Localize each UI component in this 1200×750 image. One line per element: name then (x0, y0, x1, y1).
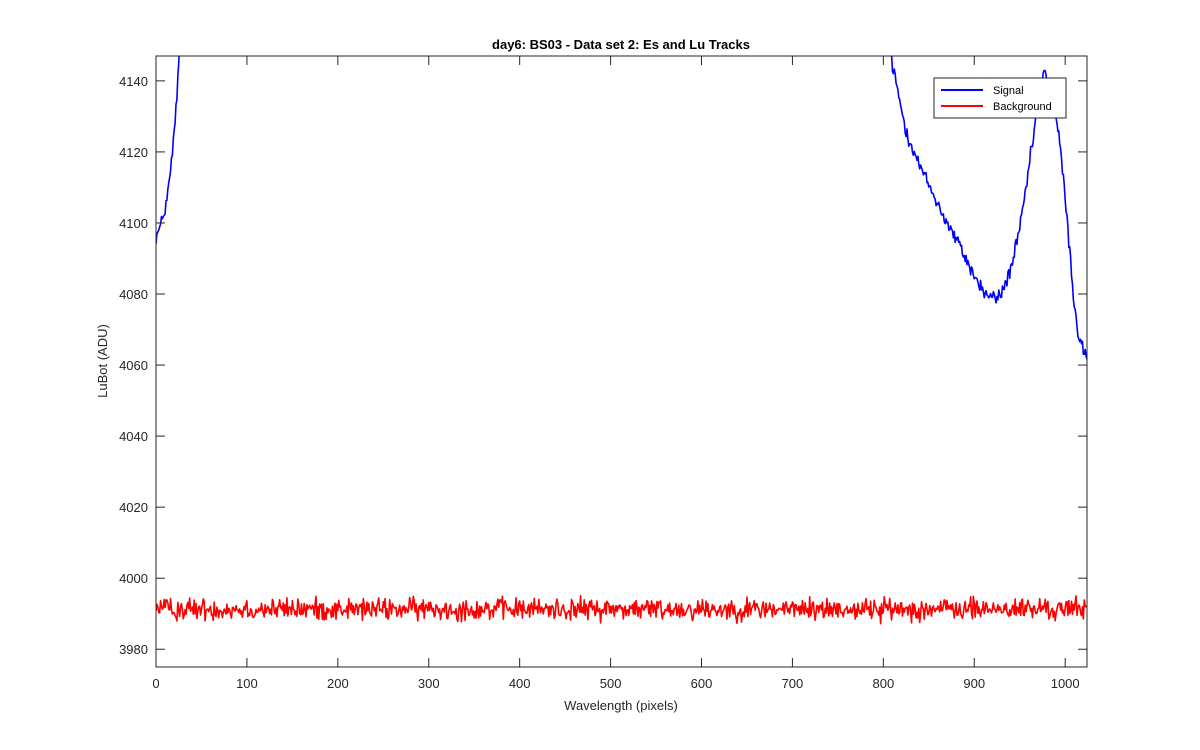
x-tick-label: 500 (600, 676, 622, 691)
y-tick-label: 4120 (119, 145, 148, 160)
x-tick-label: 200 (327, 676, 349, 691)
axes-box (155, 55, 1088, 668)
x-tick-label: 1000 (1051, 676, 1080, 691)
series-line-signal (156, 56, 180, 245)
x-tick-label: 400 (509, 676, 531, 691)
legend[interactable]: Signal Background (933, 77, 1067, 119)
x-tick-label: 800 (872, 676, 894, 691)
plot-area (156, 56, 1087, 667)
y-tick-label: 3980 (119, 642, 148, 657)
x-tick-label: 900 (963, 676, 985, 691)
y-tick-label: 4100 (119, 216, 148, 231)
x-tick-label: 700 (782, 676, 804, 691)
y-axis-label: LuBot (ADU) (95, 324, 110, 398)
series-line-background (156, 594, 1087, 625)
ticks-layer: 0 100 200 300 400 500 600 700 800 900 1000 3980 4000… (119, 56, 1087, 691)
x-tick-label: 100 (236, 676, 258, 691)
x-tick-label: 0 (152, 676, 159, 691)
x-tick-label: 600 (691, 676, 713, 691)
y-tick-label: 4020 (119, 500, 148, 515)
y-tick-label: 4140 (119, 74, 148, 89)
x-tick-label: 300 (418, 676, 440, 691)
y-tick-label: 4060 (119, 358, 148, 373)
legend-label-signal: Signal (993, 85, 1024, 97)
legend-box (933, 77, 1067, 119)
chart-title: day6: BS03 - Data set 2: Es and Lu Track… (492, 37, 750, 52)
y-tick-label: 4040 (119, 429, 148, 444)
y-tick-label: 4080 (119, 287, 148, 302)
y-tick-label: 4000 (119, 571, 148, 586)
x-axis-label: Wavelength (pixels) (564, 698, 678, 713)
legend-label-background: Background (993, 101, 1052, 113)
